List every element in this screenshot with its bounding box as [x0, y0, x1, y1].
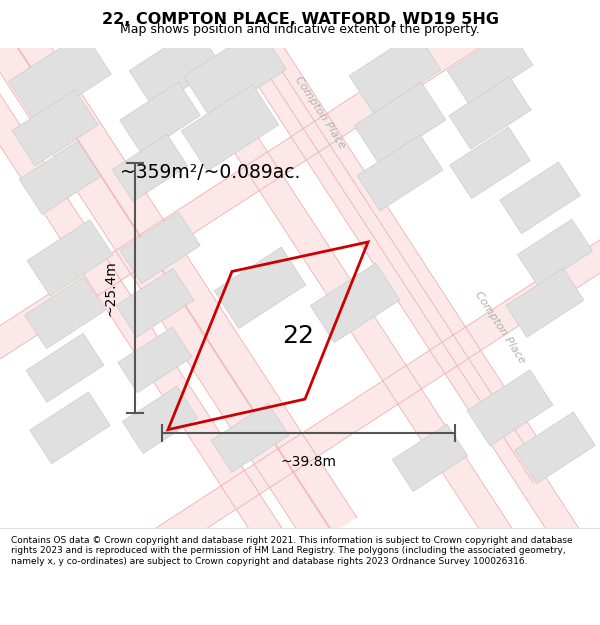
Polygon shape	[214, 247, 306, 329]
Text: ~25.4m: ~25.4m	[103, 260, 117, 316]
Polygon shape	[26, 333, 104, 402]
Polygon shape	[120, 212, 200, 284]
Text: Compton Place: Compton Place	[293, 75, 347, 151]
Polygon shape	[354, 82, 446, 164]
Polygon shape	[449, 76, 531, 149]
Polygon shape	[515, 412, 595, 484]
Polygon shape	[30, 392, 110, 464]
Polygon shape	[0, 0, 357, 533]
Polygon shape	[43, 0, 557, 483]
Polygon shape	[112, 134, 188, 201]
Text: ~359m²/~0.089ac.: ~359m²/~0.089ac.	[120, 163, 300, 182]
Text: ~39.8m: ~39.8m	[281, 455, 337, 469]
Polygon shape	[123, 0, 600, 625]
Polygon shape	[467, 370, 553, 446]
Polygon shape	[116, 268, 194, 338]
Text: Compton Place: Compton Place	[473, 290, 527, 366]
Polygon shape	[184, 28, 286, 118]
Polygon shape	[310, 263, 400, 343]
Text: Map shows position and indicative extent of the property.: Map shows position and indicative extent…	[120, 22, 480, 36]
Polygon shape	[0, 42, 457, 625]
Polygon shape	[118, 327, 192, 392]
Polygon shape	[500, 162, 580, 234]
Text: 22: 22	[282, 324, 314, 348]
Polygon shape	[506, 268, 584, 338]
Polygon shape	[120, 82, 200, 154]
Polygon shape	[19, 141, 101, 214]
Polygon shape	[27, 220, 113, 296]
Polygon shape	[181, 84, 279, 171]
Polygon shape	[392, 424, 467, 491]
Polygon shape	[25, 277, 105, 349]
Polygon shape	[173, 42, 600, 625]
Polygon shape	[517, 219, 593, 286]
Text: 22, COMPTON PLACE, WATFORD, WD19 5HG: 22, COMPTON PLACE, WATFORD, WD19 5HG	[101, 12, 499, 27]
Polygon shape	[8, 32, 112, 123]
Polygon shape	[122, 386, 197, 454]
Polygon shape	[211, 403, 289, 472]
Polygon shape	[450, 127, 530, 199]
Text: Contains OS data © Crown copyright and database right 2021. This information is : Contains OS data © Crown copyright and d…	[11, 536, 572, 566]
Polygon shape	[0, 0, 600, 394]
Polygon shape	[12, 90, 98, 166]
Polygon shape	[129, 27, 221, 109]
Polygon shape	[0, 0, 407, 625]
Polygon shape	[357, 135, 443, 211]
Polygon shape	[105, 71, 600, 584]
Polygon shape	[349, 32, 441, 114]
Polygon shape	[447, 30, 533, 106]
